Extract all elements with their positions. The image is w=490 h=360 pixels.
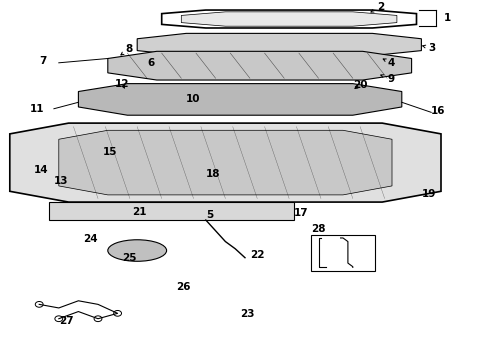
Text: 20: 20 — [353, 80, 368, 90]
Text: 15: 15 — [103, 147, 118, 157]
Text: 9: 9 — [381, 74, 394, 84]
Text: 24: 24 — [83, 234, 98, 244]
Text: 7: 7 — [39, 56, 47, 66]
Text: 26: 26 — [176, 282, 191, 292]
Text: 16: 16 — [431, 106, 446, 116]
Ellipse shape — [108, 240, 167, 261]
Polygon shape — [10, 123, 441, 202]
Text: 10: 10 — [186, 94, 201, 104]
Text: 11: 11 — [29, 104, 44, 114]
Text: 1: 1 — [443, 13, 451, 23]
Polygon shape — [108, 51, 412, 80]
Text: 28: 28 — [311, 224, 326, 234]
Polygon shape — [162, 10, 416, 28]
Text: 12: 12 — [115, 79, 130, 89]
Text: 8: 8 — [121, 44, 132, 55]
Polygon shape — [137, 33, 421, 56]
Polygon shape — [49, 202, 294, 220]
Text: 13: 13 — [54, 176, 69, 186]
Text: 14: 14 — [34, 165, 49, 175]
Text: 6: 6 — [147, 58, 154, 68]
Text: 22: 22 — [250, 250, 265, 260]
Text: 23: 23 — [240, 309, 255, 319]
Bar — [311, 235, 375, 271]
Polygon shape — [181, 12, 397, 26]
Text: 27: 27 — [59, 316, 74, 326]
Text: 21: 21 — [132, 207, 147, 217]
Text: 19: 19 — [421, 189, 436, 199]
Polygon shape — [78, 84, 402, 115]
Text: 17: 17 — [294, 208, 309, 219]
Text: 4: 4 — [383, 58, 394, 68]
Text: 5: 5 — [206, 210, 213, 220]
Text: 3: 3 — [423, 43, 436, 53]
Text: 25: 25 — [122, 253, 137, 263]
Polygon shape — [59, 130, 392, 195]
Text: 2: 2 — [371, 2, 385, 12]
Text: 18: 18 — [206, 169, 220, 179]
